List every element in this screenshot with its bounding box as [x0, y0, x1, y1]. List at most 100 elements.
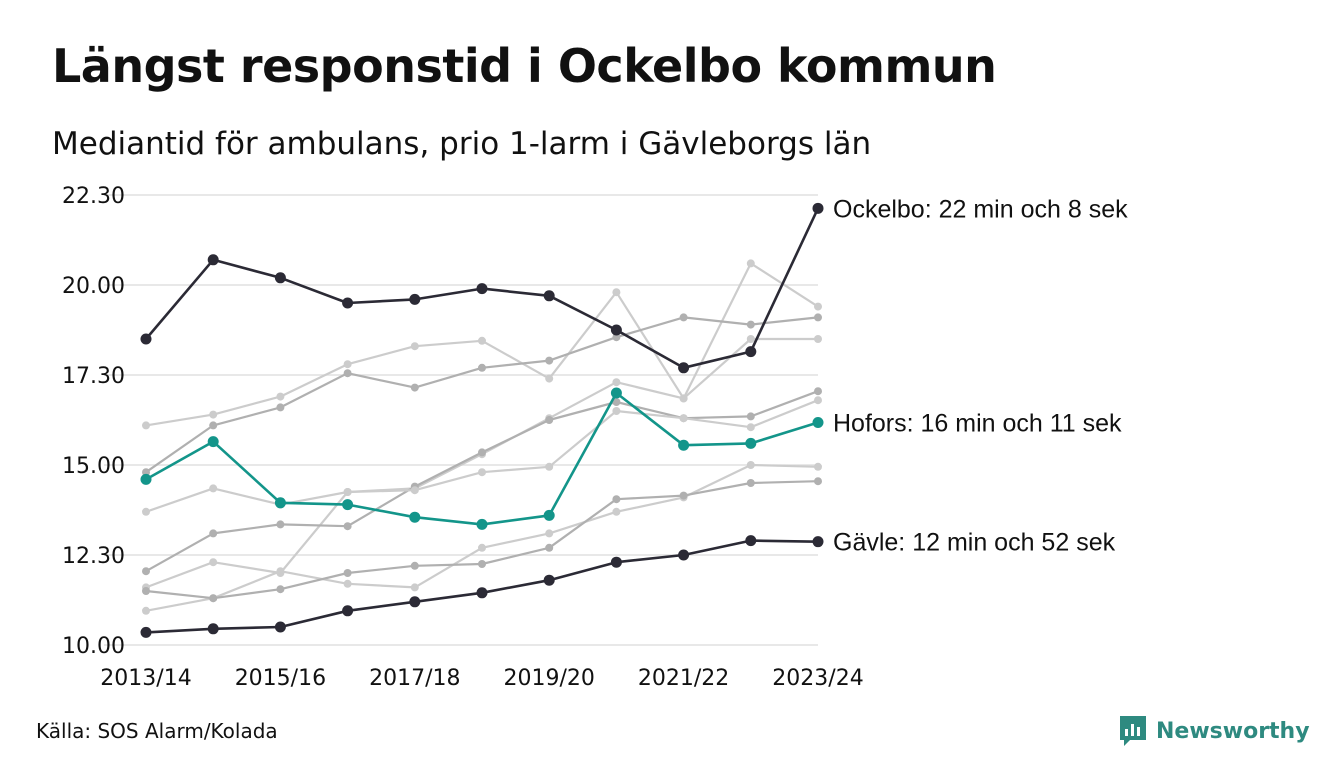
data-point: [209, 594, 218, 603]
data-point: [142, 567, 150, 576]
data-point: [545, 543, 554, 552]
brand-logo[interactable]: Newsworthy: [1118, 714, 1310, 748]
data-point: [410, 486, 419, 495]
data-point: [476, 587, 488, 599]
data-point: [612, 507, 621, 516]
x-axis-ticks: 2013/14 2015/16 2017/18 2019/20 2021/22 2023/…: [100, 666, 863, 691]
series-hofors: [140, 387, 824, 530]
series-ockelbo: [140, 202, 824, 374]
data-point: [409, 511, 421, 523]
data-point: [679, 414, 688, 423]
data-point: [812, 202, 824, 214]
data-point: [543, 290, 555, 302]
data-point: [478, 560, 486, 568]
data-point: [679, 491, 688, 500]
data-point: [745, 437, 757, 449]
series-line: [145, 480, 819, 600]
data-point: [209, 558, 218, 567]
data-point: [612, 398, 621, 406]
data-point: [814, 335, 822, 343]
data-point: [274, 621, 286, 633]
data-point: [209, 484, 218, 493]
x-tick-label: 2021/22: [638, 666, 729, 691]
data-point: [814, 477, 822, 486]
data-point: [276, 567, 285, 576]
data-point: [276, 403, 285, 412]
data-point: [746, 479, 755, 487]
data-point: [142, 421, 150, 430]
x-tick-label: 2015/16: [235, 666, 326, 691]
data-point: [814, 313, 822, 322]
y-tick-label: 17.30: [62, 364, 125, 389]
data-point: [814, 387, 822, 396]
data-point: [209, 421, 218, 430]
data-point: [343, 488, 352, 496]
source-note: Källa: SOS Alarm/Kolada: [36, 719, 278, 743]
data-point: [342, 605, 354, 617]
data-point: [746, 461, 755, 469]
data-point: [276, 520, 285, 529]
data-point: [209, 529, 218, 538]
y-tick-label: 15.00: [62, 454, 125, 479]
data-point: [545, 462, 554, 471]
data-point: [612, 378, 621, 387]
data-point: [678, 549, 690, 561]
data-point: [142, 606, 150, 615]
y-axis-ticks: 10.00 12.30 15.00 17.30 20.00 22.30: [62, 184, 125, 659]
data-point: [343, 579, 352, 588]
data-point: [610, 324, 622, 336]
highlight-series: [140, 202, 824, 638]
data-point: [209, 410, 218, 419]
data-point: [140, 473, 152, 485]
end-labels: Ockelbo: 22 min och 8 sek Hofors: 16 min …: [833, 195, 1128, 556]
data-point: [142, 507, 150, 516]
data-point: [276, 585, 285, 594]
data-point: [410, 383, 419, 392]
data-point: [140, 626, 152, 638]
y-tick-label: 10.00: [62, 634, 125, 659]
data-point: [814, 302, 822, 311]
data-point: [140, 333, 152, 345]
data-point: [342, 499, 354, 511]
series-gävle: [140, 535, 824, 638]
data-point: [478, 468, 486, 477]
data-point: [476, 518, 488, 530]
series-background-1: [142, 313, 822, 477]
brand-name: Newsworthy: [1156, 718, 1310, 744]
data-point: [478, 448, 486, 457]
data-point: [612, 407, 621, 415]
data-point: [410, 561, 419, 570]
data-point: [276, 392, 285, 401]
data-point: [478, 363, 486, 372]
data-point: [612, 495, 621, 504]
background-series: [142, 259, 822, 615]
data-point: [679, 394, 688, 403]
y-tick-label: 22.30: [62, 184, 125, 209]
data-point: [545, 356, 554, 365]
data-point: [409, 293, 421, 305]
page-title: Längst responstid i Ockelbo kommun: [52, 39, 997, 93]
data-point: [545, 529, 554, 538]
data-point: [478, 543, 486, 552]
end-label: Hofors: 16 min och 11 sek: [833, 410, 1122, 438]
data-point: [274, 497, 286, 509]
data-point: [746, 412, 755, 421]
data-point: [814, 396, 822, 405]
y-tick-label: 20.00: [62, 274, 125, 299]
data-point: [476, 283, 488, 295]
data-point: [409, 596, 421, 608]
end-label: Gävle: 12 min och 52 sek: [833, 529, 1116, 557]
series-background-6: [142, 477, 822, 603]
data-point: [814, 462, 822, 471]
page-subtitle: Mediantid för ambulans, prio 1-larm i Gä…: [52, 126, 872, 162]
data-point: [610, 556, 622, 568]
series-background-0: [142, 259, 822, 430]
data-point: [343, 369, 352, 378]
data-point: [343, 360, 352, 369]
x-tick-label: 2013/14: [100, 666, 191, 691]
end-label: Ockelbo: 22 min och 8 sek: [833, 195, 1128, 223]
data-point: [207, 623, 219, 635]
data-point: [142, 468, 150, 477]
x-tick-label: 2019/20: [503, 666, 594, 691]
